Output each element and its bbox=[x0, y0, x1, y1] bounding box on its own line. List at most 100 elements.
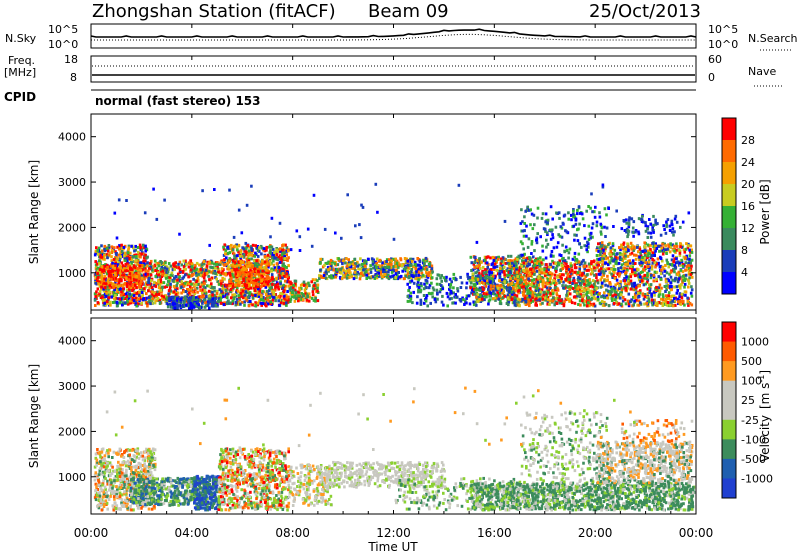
echo-cell bbox=[215, 292, 219, 295]
echo-cell bbox=[355, 272, 359, 276]
echo-cell bbox=[112, 257, 116, 261]
echo-cell bbox=[128, 301, 131, 305]
echo-cell bbox=[257, 259, 260, 263]
echo-cell bbox=[588, 232, 592, 236]
echo-cell bbox=[590, 297, 593, 301]
echo-cell bbox=[560, 262, 563, 266]
echo-cell bbox=[377, 264, 380, 267]
echo-cell bbox=[102, 299, 105, 303]
echo-cell bbox=[369, 270, 373, 274]
echo-cell bbox=[379, 267, 383, 271]
echo-cell bbox=[242, 255, 246, 259]
echo-cell bbox=[427, 291, 431, 295]
echo-cell bbox=[518, 256, 521, 260]
echo-cell bbox=[537, 259, 540, 263]
echo-cell bbox=[264, 292, 268, 296]
echo-cell bbox=[220, 267, 224, 271]
echo-cell bbox=[164, 276, 168, 280]
echo-cell bbox=[561, 284, 564, 288]
echo-cell bbox=[257, 263, 261, 267]
echo-cell bbox=[590, 289, 594, 293]
echo-cell bbox=[147, 269, 150, 273]
station-title: Zhongshan Station (fitACF) bbox=[92, 1, 336, 22]
echo-cell bbox=[268, 245, 271, 249]
echo-cell bbox=[157, 292, 161, 296]
echo-cell bbox=[408, 275, 411, 279]
echo-cell bbox=[233, 244, 237, 248]
echo-cell bbox=[127, 248, 130, 252]
echo-cell bbox=[249, 262, 253, 266]
echo-cell bbox=[375, 274, 378, 278]
echo-cell bbox=[576, 212, 579, 216]
echo-cell bbox=[520, 299, 523, 303]
echo-cell bbox=[220, 282, 223, 286]
echo-cell bbox=[121, 303, 124, 307]
echo-cell bbox=[475, 264, 479, 268]
echo-cell bbox=[199, 273, 202, 277]
echo-cell bbox=[249, 300, 252, 303]
echo-cell bbox=[570, 218, 573, 222]
echo-cell bbox=[484, 268, 487, 272]
echo-cell bbox=[569, 284, 572, 288]
echo-cell bbox=[483, 279, 487, 283]
echo-cell bbox=[579, 277, 582, 281]
echo-cell bbox=[278, 260, 282, 264]
echo-cell bbox=[494, 259, 497, 263]
echo-cell bbox=[218, 293, 222, 297]
echo-cell bbox=[248, 277, 252, 281]
echo-cell bbox=[177, 304, 181, 308]
echo-cell bbox=[289, 297, 293, 301]
echo-cell bbox=[188, 300, 192, 304]
echo-cell bbox=[563, 300, 566, 304]
echo-cell bbox=[178, 260, 182, 264]
echo-cell bbox=[285, 275, 289, 278]
echo-cell bbox=[282, 299, 286, 303]
echo-cell bbox=[566, 273, 570, 277]
echo-cell bbox=[319, 274, 323, 278]
echo-cell bbox=[431, 295, 434, 299]
echo-cell bbox=[516, 275, 519, 278]
echo-cell bbox=[249, 271, 253, 275]
echo-cell bbox=[387, 277, 391, 281]
echo-cell bbox=[107, 272, 111, 276]
echo-cell bbox=[571, 282, 574, 285]
echo-cell bbox=[549, 263, 552, 266]
echo-cell bbox=[178, 268, 182, 271]
echo-cell bbox=[508, 290, 511, 294]
echo-cell bbox=[491, 255, 495, 259]
echo-cell bbox=[269, 293, 272, 296]
echo-cell bbox=[516, 256, 519, 260]
echo-cell bbox=[207, 270, 211, 274]
echo-cell bbox=[559, 269, 562, 272]
echo-cell bbox=[410, 263, 413, 267]
echo-cell bbox=[204, 286, 207, 290]
echo-cell bbox=[182, 265, 186, 268]
echo-cell bbox=[398, 275, 401, 279]
echo-cell bbox=[144, 249, 147, 253]
echo-cell bbox=[394, 272, 398, 276]
echo-cell bbox=[546, 218, 550, 222]
echo-cell bbox=[224, 263, 227, 266]
echo-cell bbox=[122, 273, 126, 277]
echo-cell bbox=[592, 282, 596, 286]
echo-cell bbox=[340, 267, 344, 271]
echo-cell bbox=[546, 282, 549, 286]
echo-cell bbox=[94, 260, 97, 264]
echo-cell bbox=[569, 262, 573, 266]
echo-cell bbox=[113, 288, 116, 292]
echo-cell bbox=[525, 270, 529, 274]
echo-cell bbox=[546, 233, 549, 236]
echo-cell bbox=[364, 262, 368, 266]
sky-right-label: N.Search bbox=[748, 32, 798, 45]
echo-cell bbox=[577, 227, 580, 231]
echo-cell bbox=[382, 275, 386, 278]
echo-cell bbox=[388, 275, 392, 279]
echo-cell bbox=[587, 268, 590, 272]
echo-cell bbox=[205, 271, 209, 275]
echo-cell bbox=[126, 251, 130, 255]
echo-cell bbox=[526, 291, 529, 295]
echo-cell bbox=[103, 301, 107, 305]
echo-cell bbox=[554, 266, 558, 270]
echo-cell bbox=[282, 283, 285, 287]
echo-cell bbox=[209, 259, 213, 263]
